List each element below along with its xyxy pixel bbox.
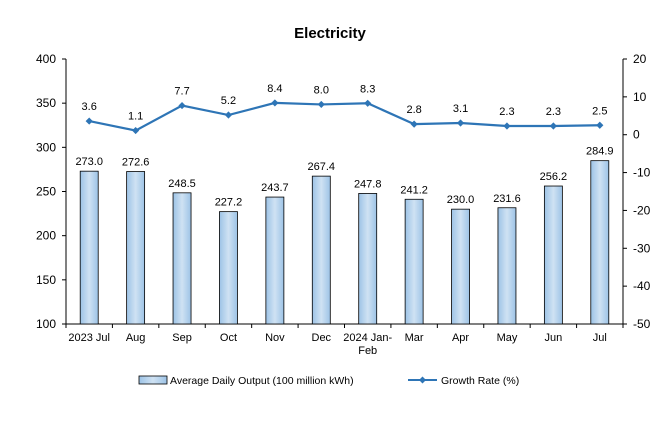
legend-line-marker <box>419 376 426 384</box>
line-point <box>132 126 140 135</box>
line-point <box>178 101 186 110</box>
line-value-label: 2.8 <box>406 104 421 116</box>
bar <box>590 160 610 325</box>
bar <box>543 185 563 325</box>
bar-value-label: 248.5 <box>168 178 196 190</box>
right-tick-label: -40 <box>633 279 651 293</box>
bar-value-label: 256.2 <box>540 171 568 183</box>
bar-value-label: 272.6 <box>122 157 150 169</box>
x-axis-ticks: 2023 Jul Aug Sep Oct Nov Dec 2024 Jan-Feb Mar Ap… <box>65 324 624 357</box>
line-value-label: 2.5 <box>592 105 607 117</box>
line-point <box>364 99 372 107</box>
line-point <box>317 100 325 109</box>
bar-value-label: 227.2 <box>215 197 243 209</box>
x-tick-label: Feb <box>358 345 377 357</box>
left-tick-label: 150 <box>36 273 56 287</box>
line-value-label: 3.1 <box>453 103 468 115</box>
bar <box>497 207 517 325</box>
line-value-label: 7.7 <box>174 86 189 98</box>
line-point <box>503 122 511 130</box>
line-series <box>85 99 604 135</box>
line-point <box>271 99 279 107</box>
bar <box>358 193 378 325</box>
bar <box>126 171 146 325</box>
x-tick-label: Mar <box>405 332 424 344</box>
left-axis-ticks: 400 350 300 250 200 150 100 <box>36 52 66 331</box>
bar <box>311 175 331 325</box>
line-point <box>549 122 557 130</box>
line-value-label: 2.3 <box>546 106 561 118</box>
left-tick-label: 200 <box>36 229 56 243</box>
bar-value-label: 267.4 <box>308 161 336 173</box>
right-tick-label: -20 <box>633 203 651 217</box>
legend: Average Daily Output (100 million kWh) G… <box>138 375 519 387</box>
right-axis-ticks: 20 10 0 -10 -20 -30 -40 -50 <box>623 52 651 331</box>
x-tick-label: May <box>497 332 518 344</box>
legend-bar-label: Average Daily Output (100 million kWh) <box>170 375 354 387</box>
x-tick-label: Nov <box>265 332 285 344</box>
x-tick-label: 2024 Jan- <box>343 332 392 344</box>
bar-value-label: 230.0 <box>447 194 475 206</box>
line-value-label: 2.3 <box>499 106 514 118</box>
bar <box>451 208 470 325</box>
right-tick-label: 0 <box>633 128 640 142</box>
line-point <box>85 117 93 125</box>
x-tick-label: Aug <box>126 332 146 344</box>
left-tick-label: 250 <box>36 185 56 199</box>
line-value-label: 1.1 <box>128 111 143 123</box>
bar-value-label: 273.0 <box>75 156 103 168</box>
bar-value-label: 243.7 <box>261 182 289 194</box>
right-tick-label: 10 <box>633 90 647 104</box>
line-value-label: 8.0 <box>314 84 329 96</box>
x-tick-label: Oct <box>220 332 237 344</box>
bar-value-labels: 273.0 272.6 248.5 227.2 243.7 267.4 247.8 241.2… <box>75 146 613 209</box>
bar-value-label: 284.9 <box>586 146 614 158</box>
line-value-label: 5.2 <box>221 95 236 107</box>
line-point <box>224 111 233 119</box>
bar <box>79 170 99 325</box>
x-tick-label: 2023 Jul <box>68 332 110 344</box>
right-tick-label: -30 <box>633 241 651 255</box>
legend-bar-swatch <box>138 375 168 385</box>
bar <box>219 211 238 325</box>
bar-value-label: 231.6 <box>493 193 521 205</box>
x-tick-label: Sep <box>172 332 192 344</box>
bar <box>265 196 285 325</box>
growth-line <box>88 101 600 132</box>
left-tick-label: 400 <box>36 52 56 66</box>
left-tick-label: 300 <box>36 140 56 154</box>
plot-area <box>65 59 624 325</box>
bar-value-label: 241.2 <box>400 184 428 196</box>
legend-line-label: Growth Rate (%) <box>441 375 519 387</box>
line-value-label: 8.3 <box>360 83 375 95</box>
left-tick-label: 350 <box>36 96 56 110</box>
bar <box>404 198 424 325</box>
bar-value-label: 247.8 <box>354 178 382 190</box>
line-point <box>596 121 604 129</box>
x-tick-label: Apr <box>452 332 469 344</box>
line-value-label: 8.4 <box>267 83 282 95</box>
right-tick-label: -50 <box>633 317 651 331</box>
chart-title: Electricity <box>294 25 366 42</box>
line-value-labels: 3.6 1.1 7.7 5.2 8.4 8.0 8.3 2.8 3.1 2.3 2.3 2.5 <box>82 83 608 123</box>
left-tick-label: 100 <box>36 317 56 331</box>
bar-series <box>79 160 610 325</box>
x-tick-label: Jun <box>545 332 563 344</box>
x-tick-label: Dec <box>312 332 332 344</box>
line-value-label: 3.6 <box>82 101 97 113</box>
line-point <box>410 120 418 128</box>
right-tick-label: 20 <box>633 52 647 66</box>
right-tick-label: -10 <box>633 166 651 180</box>
line-point <box>456 119 465 127</box>
bar <box>172 192 192 325</box>
x-tick-label: Jul <box>593 332 607 344</box>
